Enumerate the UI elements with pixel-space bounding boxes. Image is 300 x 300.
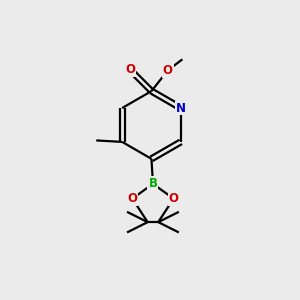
Text: O: O (163, 64, 173, 77)
Text: O: O (125, 63, 135, 76)
Text: O: O (127, 192, 137, 205)
Text: B: B (148, 177, 158, 190)
Text: O: O (169, 192, 178, 205)
Text: N: N (176, 101, 186, 115)
